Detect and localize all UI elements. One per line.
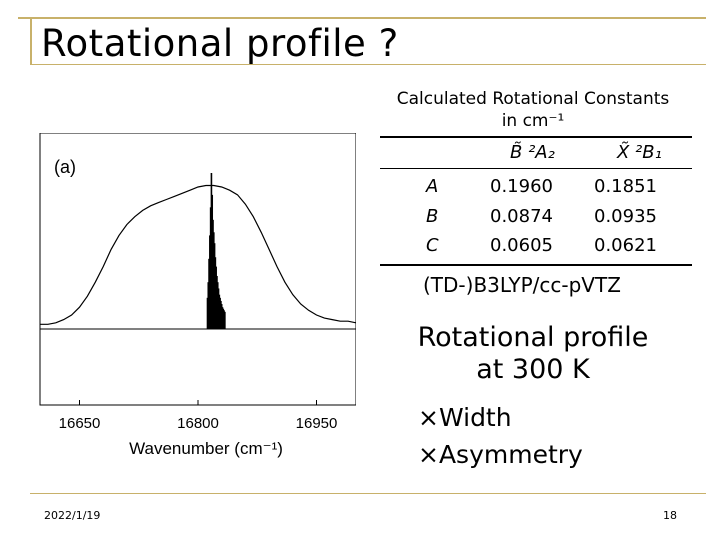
spectrum-chart: (a) 16650 16800 16950 Wavenumber (cm⁻¹) — [39, 133, 356, 458]
x-tick-label-16800: 16800 — [177, 415, 219, 432]
calculation-method: (TD-)B3LYP/cc-pVTZ — [423, 273, 621, 297]
row-c-excited-value: 0.0605 — [490, 235, 553, 256]
calculated-stick-spectrum — [206, 173, 226, 329]
table-caption: Calculated Rotational Constants in cm⁻¹ — [378, 88, 688, 132]
footer-line — [30, 493, 706, 494]
slide-number: 18 — [663, 509, 677, 522]
table-top-rule — [380, 136, 692, 138]
row-a-ground-value: 0.1851 — [594, 176, 657, 197]
profile-note: Rotational profile at 300 K — [405, 322, 661, 386]
table-caption-line1: Calculated Rotational Constants — [396, 89, 670, 109]
profile-note-line2: at 300 K — [476, 354, 590, 385]
row-b-excited-value: 0.0874 — [490, 206, 553, 227]
column-header-ground-state: X̃ ²B₁ — [617, 142, 662, 163]
row-a-excited-value: 0.1960 — [490, 176, 553, 197]
observed-spectrum-line — [40, 184, 356, 325]
bullet-asymmetry: ×Asymmetry — [418, 440, 583, 469]
bullet-width: ×Width — [418, 403, 512, 432]
title-underline — [30, 64, 706, 65]
x-tick-label-16950: 16950 — [296, 415, 338, 432]
frame-top-line — [18, 17, 706, 19]
upper-panel-frame — [39, 133, 356, 330]
row-label-b: B — [426, 206, 439, 227]
lower-panel-frame — [39, 328, 356, 406]
footer-date: 2022/1/19 — [44, 509, 101, 522]
table-header-rule — [380, 168, 692, 169]
row-b-ground-value: 0.0935 — [594, 206, 657, 227]
table-caption-line2: in cm⁻¹ — [501, 111, 565, 131]
row-label-a: A — [426, 176, 439, 197]
slide-title: Rotational profile ? — [41, 22, 399, 65]
panel-label: (a) — [54, 157, 76, 177]
x-axis-label: Wavenumber (cm⁻¹) — [129, 439, 283, 458]
table-bottom-rule — [380, 264, 692, 266]
column-header-excited-state: B̃ ²A₂ — [510, 142, 555, 163]
x-tick-label-16650: 16650 — [59, 415, 101, 432]
row-c-ground-value: 0.0621 — [594, 235, 657, 256]
row-label-c: C — [426, 235, 439, 256]
frame-left-line — [30, 17, 32, 65]
profile-note-line1: Rotational profile — [417, 322, 649, 353]
